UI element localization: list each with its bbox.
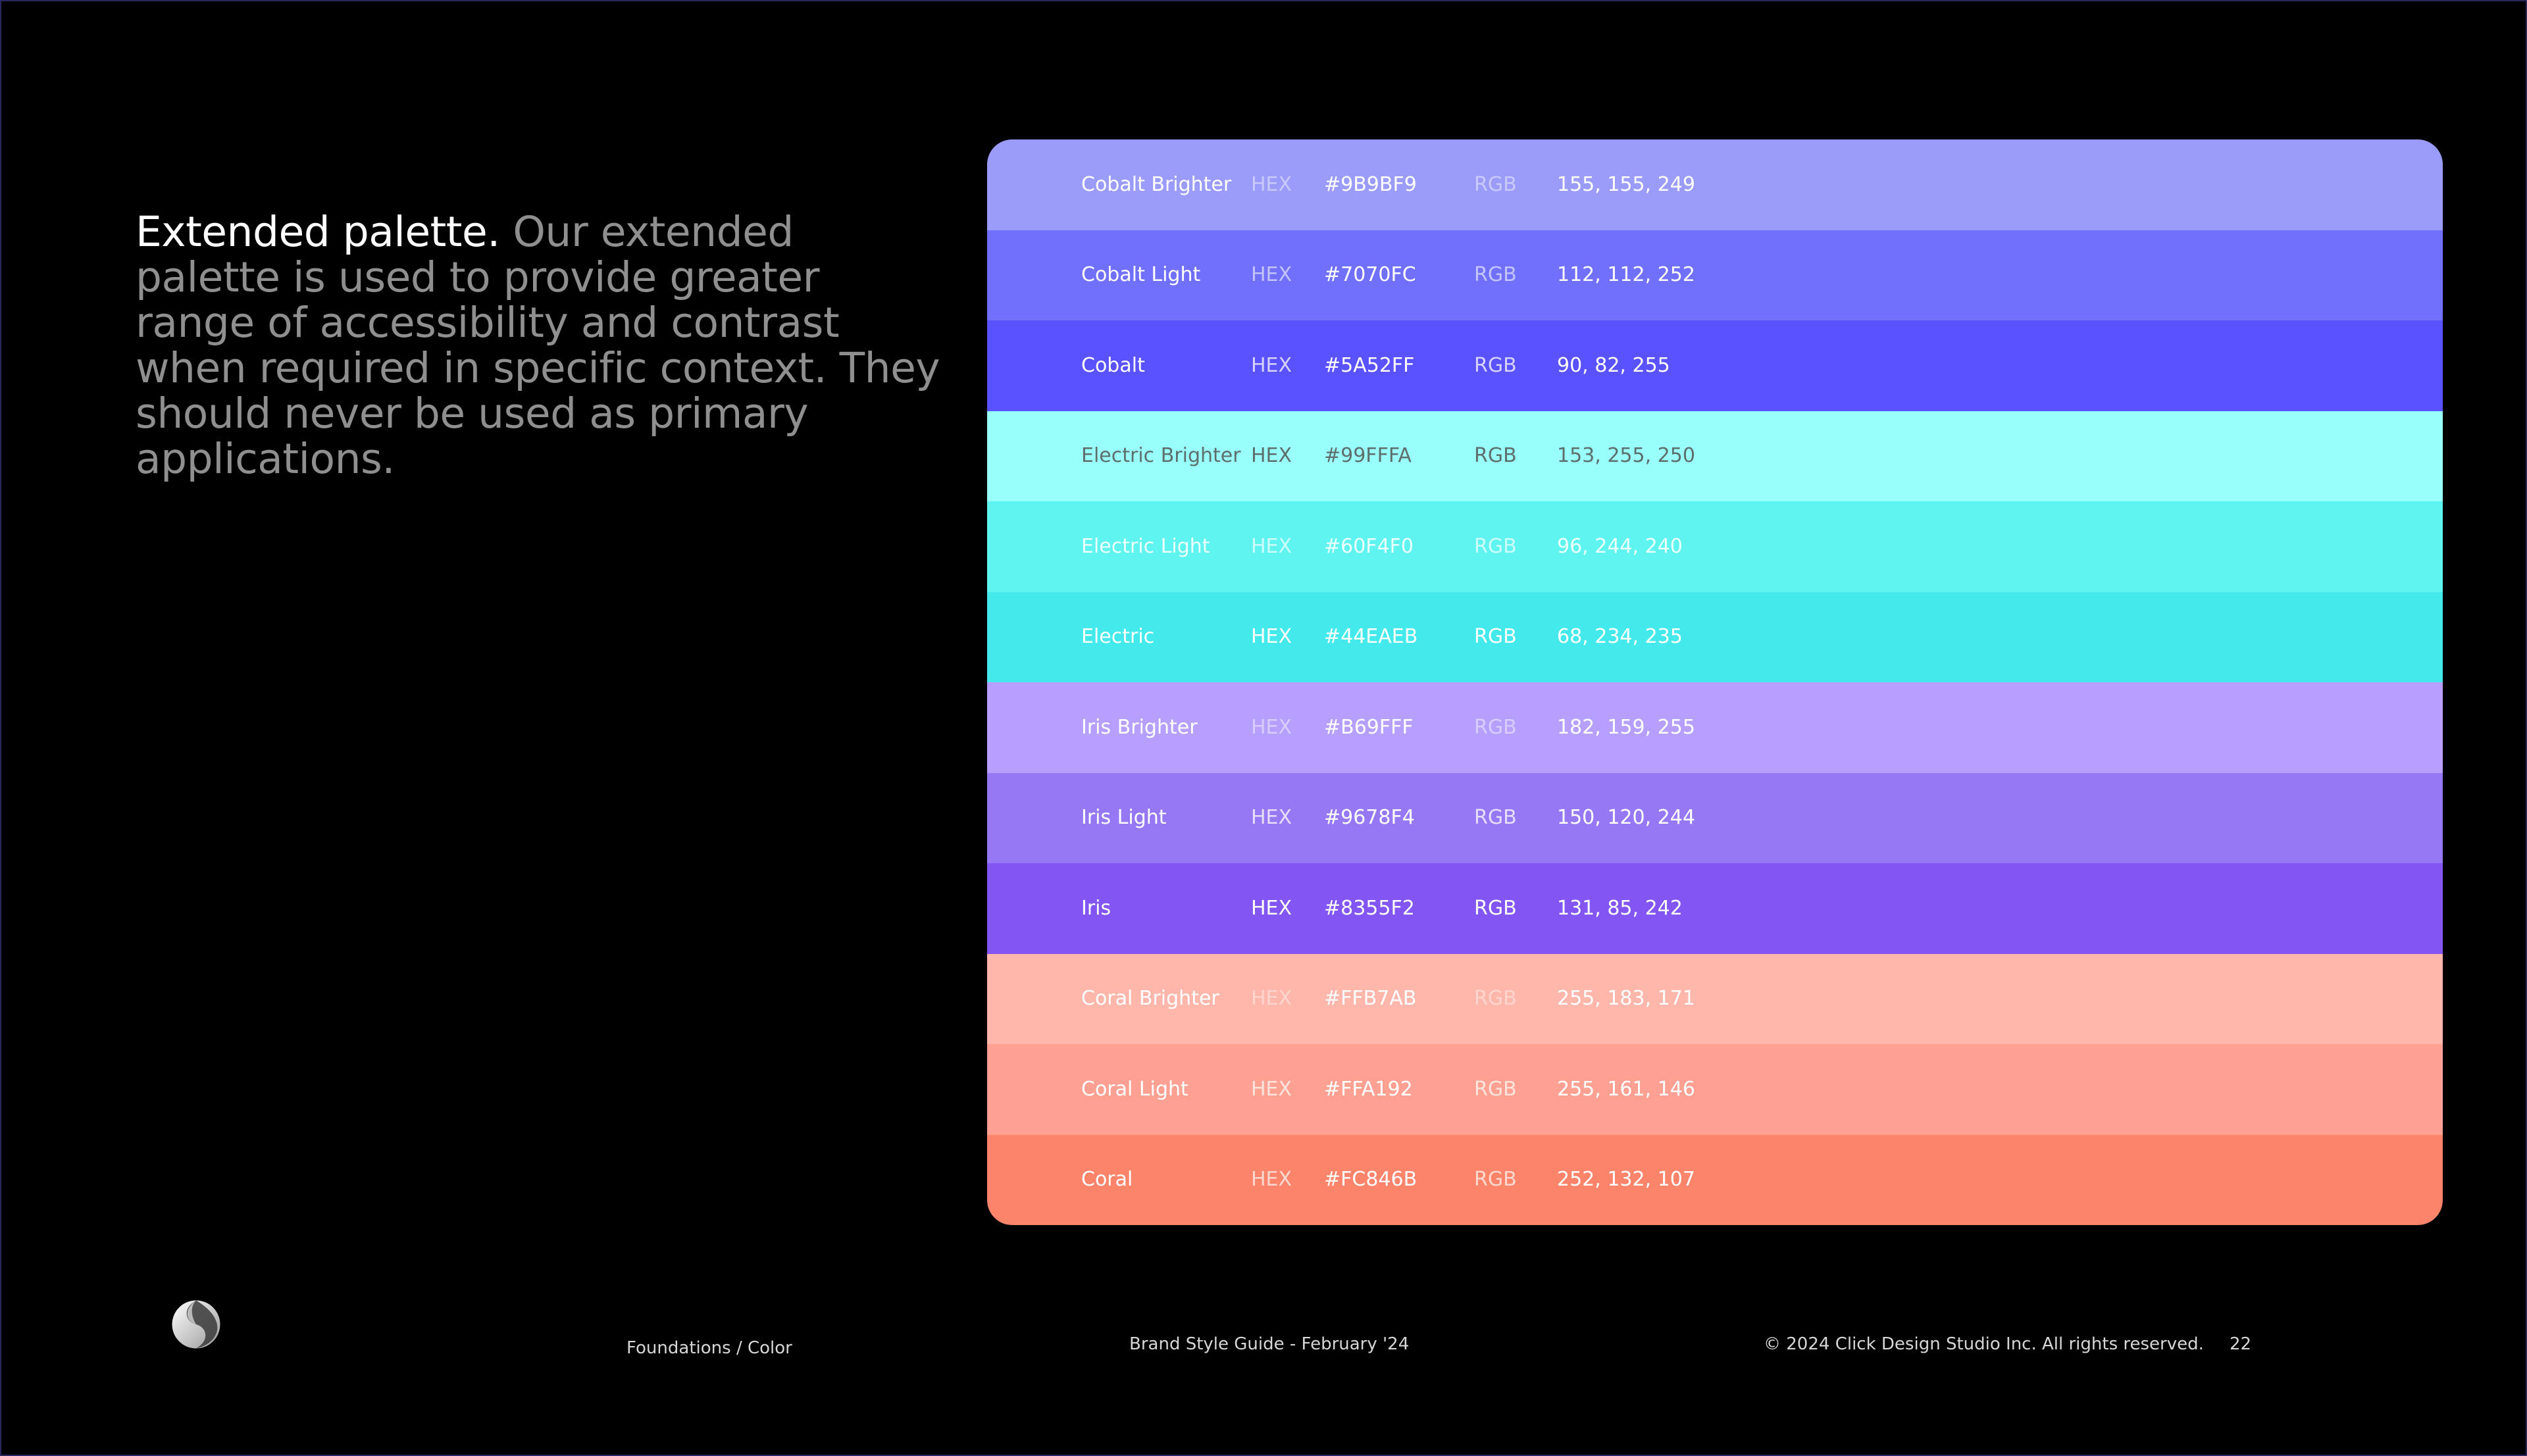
rgb-label: RGB — [1474, 896, 1517, 920]
intro-paragraph: Extended palette. Our extended palette i… — [136, 209, 945, 482]
palette-row: Electric Brighter HEX #99FFFA RGB 153, 255, … — [987, 411, 2443, 501]
hex-value: #FFA192 — [1324, 1077, 1413, 1101]
hex-value: #9B9BF9 — [1324, 172, 1417, 196]
swatch-name: Cobalt Light — [1081, 263, 1201, 287]
swatch-name: Iris Light — [1081, 806, 1167, 830]
hex-label: HEX — [1251, 715, 1292, 739]
rgb-label: RGB — [1474, 1077, 1517, 1101]
palette-row: Cobalt Light HEX #7070FC RGB 112, 112, 252 — [987, 230, 2443, 320]
hex-label: HEX — [1251, 1077, 1292, 1101]
hex-label: HEX — [1251, 896, 1292, 920]
swatch-name: Electric Brighter — [1081, 444, 1241, 468]
rgb-label: RGB — [1474, 1168, 1517, 1192]
hex-value: #B69FFF — [1324, 715, 1414, 739]
hex-value: #44EAEB — [1324, 625, 1418, 649]
rgb-value: 255, 161, 146 — [1557, 1077, 1695, 1101]
rgb-value: 153, 255, 250 — [1557, 444, 1695, 468]
rgb-label: RGB — [1474, 353, 1517, 377]
rgb-label: RGB — [1474, 172, 1517, 196]
palette-row: Coral Brighter HEX #FFB7AB RGB 255, 183, 171 — [987, 953, 2443, 1044]
hex-label: HEX — [1251, 625, 1292, 649]
palette-row: Electric Light HEX #60F4F0 RGB 96, 244, 240 — [987, 501, 2443, 592]
swatch-name: Coral Light — [1081, 1077, 1188, 1101]
rgb-value: 96, 244, 240 — [1557, 534, 1683, 558]
palette-row: Cobalt HEX #5A52FF RGB 90, 82, 255 — [987, 320, 2443, 411]
intro-heading: Extended palette. — [136, 208, 500, 256]
footer-section-label: Foundations / Color — [626, 1338, 792, 1358]
hex-label: HEX — [1251, 987, 1292, 1011]
hex-label: HEX — [1251, 534, 1292, 558]
rgb-label: RGB — [1474, 987, 1517, 1011]
footer-document-title: Brand Style Guide - February '24 — [1129, 1334, 1410, 1354]
rgb-value: 255, 183, 171 — [1557, 987, 1695, 1011]
rgb-value: 112, 112, 252 — [1557, 263, 1695, 287]
hex-value: #7070FC — [1324, 263, 1416, 287]
rgb-value: 68, 234, 235 — [1557, 625, 1683, 649]
rgb-value: 252, 132, 107 — [1557, 1168, 1695, 1192]
swatch-name: Coral — [1081, 1168, 1133, 1192]
palette-row: Coral Light HEX #FFA192 RGB 255, 161, 146 — [987, 1044, 2443, 1135]
rgb-value: 131, 85, 242 — [1557, 896, 1683, 920]
brand-logo-icon — [172, 1300, 220, 1349]
rgb-value: 155, 155, 249 — [1557, 172, 1695, 196]
rgb-label: RGB — [1474, 806, 1517, 830]
swatch-name: Iris — [1081, 896, 1111, 920]
hex-value: #99FFFA — [1324, 444, 1412, 468]
hex-label: HEX — [1251, 806, 1292, 830]
rgb-label: RGB — [1474, 534, 1517, 558]
swatch-name: Coral Brighter — [1081, 987, 1219, 1011]
hex-value: #8355F2 — [1324, 896, 1415, 920]
rgb-label: RGB — [1474, 625, 1517, 649]
intro-body: Our extended palette is used to provide … — [136, 208, 940, 483]
swatch-name: Electric Light — [1081, 534, 1210, 558]
palette-row: Iris Brighter HEX #B69FFF RGB 182, 159, 255 — [987, 682, 2443, 773]
swatch-name: Cobalt — [1081, 353, 1145, 377]
hex-value: #FC846B — [1324, 1168, 1417, 1192]
footer-copyright: © 2024 Click Design Studio Inc. All righ… — [1764, 1334, 2204, 1354]
hex-value: #60F4F0 — [1324, 534, 1414, 558]
rgb-value: 182, 159, 255 — [1557, 715, 1695, 739]
rgb-label: RGB — [1474, 715, 1517, 739]
rgb-value: 90, 82, 255 — [1557, 353, 1670, 377]
extended-palette-table: Cobalt Brighter HEX #9B9BF9 RGB 155, 155, 24… — [987, 139, 2443, 1225]
hex-label: HEX — [1251, 353, 1292, 377]
rgb-value: 150, 120, 244 — [1557, 806, 1695, 830]
hex-value: #5A52FF — [1324, 353, 1415, 377]
hex-label: HEX — [1251, 172, 1292, 196]
palette-row: Coral HEX #FC846B RGB 252, 132, 107 — [987, 1134, 2443, 1225]
swatch-name: Electric — [1081, 625, 1155, 649]
palette-row: Cobalt Brighter HEX #9B9BF9 RGB 155, 155, 24… — [987, 139, 2443, 230]
swatch-name: Iris Brighter — [1081, 715, 1198, 739]
palette-row: Electric HEX #44EAEB RGB 68, 234, 235 — [987, 591, 2443, 682]
rgb-label: RGB — [1474, 444, 1517, 468]
palette-row: Iris HEX #8355F2 RGB 131, 85, 242 — [987, 863, 2443, 954]
hex-value: #FFB7AB — [1324, 987, 1417, 1011]
hex-label: HEX — [1251, 444, 1292, 468]
hex-label: HEX — [1251, 263, 1292, 287]
hex-label: HEX — [1251, 1168, 1292, 1192]
palette-row: Iris Light HEX #9678F4 RGB 150, 120, 244 — [987, 772, 2443, 863]
footer-page-number: 22 — [2230, 1334, 2252, 1354]
swatch-name: Cobalt Brighter — [1081, 172, 1232, 196]
rgb-label: RGB — [1474, 263, 1517, 287]
hex-value: #9678F4 — [1324, 806, 1415, 830]
